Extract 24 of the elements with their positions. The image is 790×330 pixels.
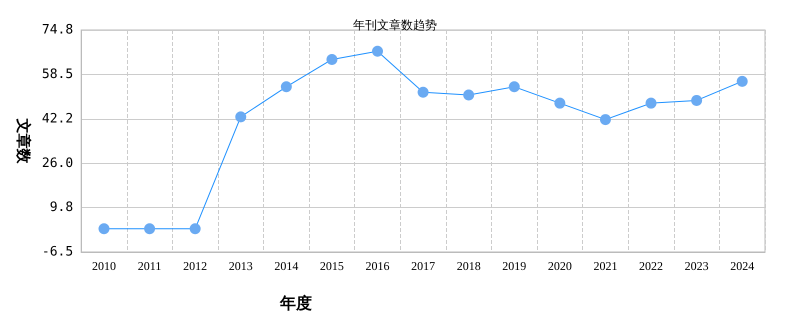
x-tick-label: 2022 [639,259,664,273]
y-axis-title: 文章数 [14,118,32,164]
x-tick-label: 2017 [411,259,436,273]
y-tick-label: 74.8 [42,22,74,38]
x-tick-label: 2016 [366,259,390,273]
x-tick-label: 2014 [274,259,298,273]
y-tick-label: 26.0 [42,156,74,171]
x-tick-label: 2012 [183,259,208,273]
y-tick-label: 42.2 [42,112,74,127]
y-tick-label: -6.5 [42,244,74,260]
x-tick-label: 2018 [456,259,481,273]
x-tick-label: 2023 [684,259,709,273]
chart-title: 年刊文章数趋势 [353,18,437,32]
x-axis-title: 年度 [279,294,312,312]
x-tick-label: 2020 [548,259,572,273]
x-tick-label: 2024 [730,259,754,273]
x-tick-label: 2011 [138,259,162,273]
x-tick-label: 2010 [92,259,116,273]
y-tick-label: 58.5 [42,67,74,82]
x-tick-label: 2015 [320,259,344,273]
y-tick-label: 9.8 [50,200,74,215]
x-tick-label: 2019 [502,259,526,273]
x-tick-label: 2013 [228,259,253,273]
x-tick-label: 2021 [593,259,618,273]
